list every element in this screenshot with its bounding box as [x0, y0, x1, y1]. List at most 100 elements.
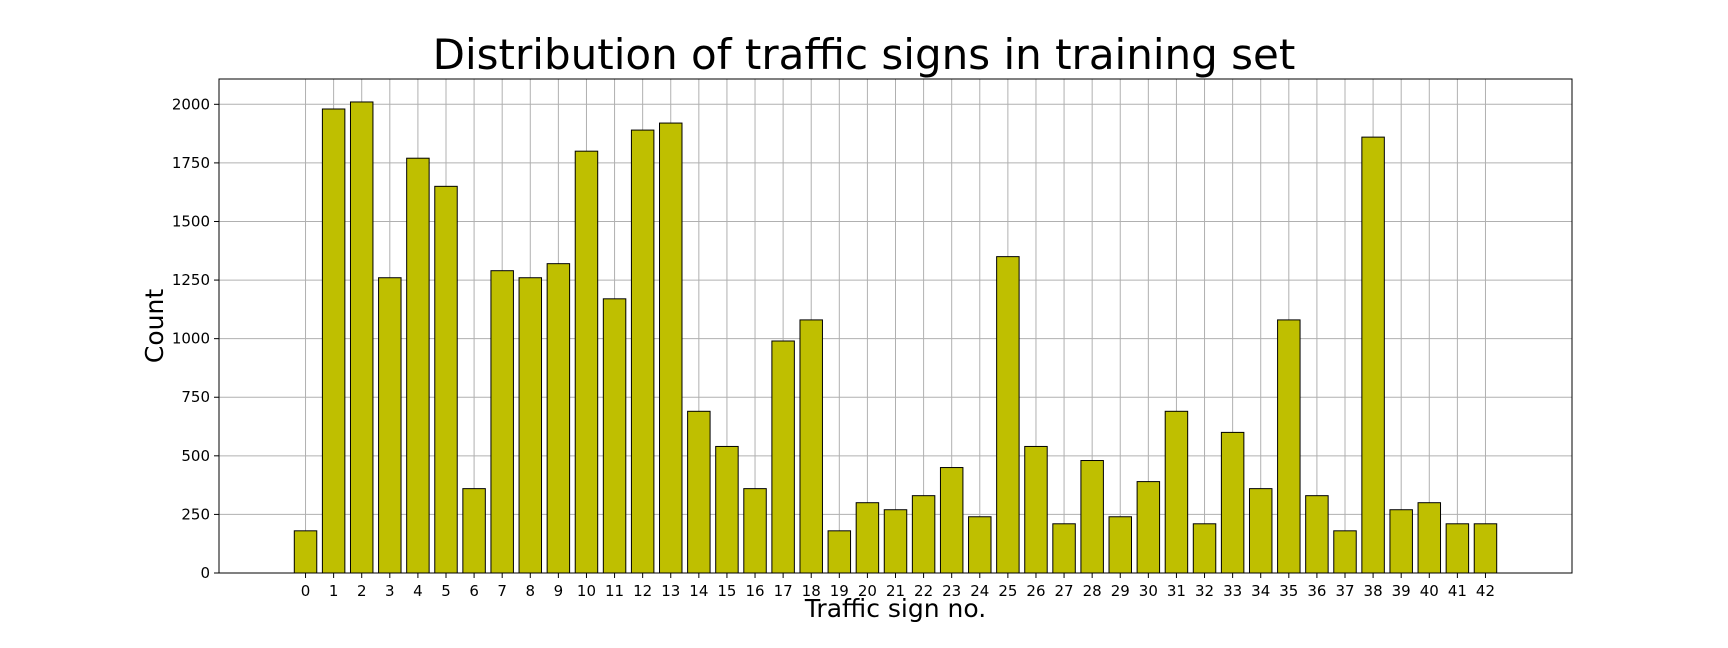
x-tick-label: 7 — [497, 582, 507, 600]
bar-4 — [406, 157, 430, 574]
bar-13 — [659, 122, 683, 574]
x-tick-label: 39 — [1392, 582, 1411, 600]
bar-17 — [771, 340, 795, 574]
bar-15 — [715, 445, 739, 574]
x-tick-label: 15 — [717, 582, 736, 600]
y-tick-label: 1750 — [172, 154, 210, 172]
x-tick-label: 35 — [1279, 582, 1298, 600]
bar-38 — [1361, 136, 1385, 574]
bar-30 — [1136, 481, 1161, 574]
x-tick-label: 18 — [802, 582, 821, 600]
x-tick-label: 12 — [633, 582, 652, 600]
bar-33 — [1220, 431, 1245, 574]
x-tick-label: 30 — [1139, 582, 1158, 600]
bar-32 — [1192, 523, 1217, 574]
x-tick-label: 38 — [1364, 582, 1383, 600]
x-tick-label: 21 — [886, 582, 905, 600]
x-tick-label: 25 — [998, 582, 1017, 600]
y-tick-label: 1250 — [172, 271, 210, 289]
y-tick-label: 250 — [181, 505, 210, 523]
bar-5 — [434, 185, 458, 574]
x-tick-label: 9 — [554, 582, 564, 600]
x-tick-label: 24 — [970, 582, 989, 600]
x-tick-label: 29 — [1111, 582, 1130, 600]
bar-27 — [1052, 523, 1076, 574]
x-tick-label: 27 — [1055, 582, 1074, 600]
y-tick-label: 750 — [181, 388, 210, 406]
x-tick-label: 31 — [1167, 582, 1186, 600]
bar-25 — [996, 256, 1020, 574]
bar-2 — [349, 101, 374, 574]
bar-37 — [1333, 530, 1357, 574]
x-tick-label: 2 — [357, 582, 367, 600]
x-tick-label: 40 — [1420, 582, 1439, 600]
y-axis-label: Count — [140, 289, 169, 363]
bar-1 — [321, 108, 346, 574]
x-tick-label: 17 — [774, 582, 793, 600]
x-tick-label: 22 — [914, 582, 933, 600]
bar-22 — [911, 495, 936, 574]
x-axis-label: Traffic sign no. — [804, 594, 986, 623]
y-tick-label: 1000 — [172, 330, 210, 348]
x-tick-label: 32 — [1195, 582, 1214, 600]
bar-34 — [1248, 488, 1273, 574]
bar-3 — [378, 277, 402, 574]
x-tick-label: 33 — [1223, 582, 1242, 600]
x-tick-label: 20 — [858, 582, 877, 600]
bar-35 — [1277, 319, 1301, 574]
y-tick-label: 1500 — [172, 212, 210, 230]
x-tick-label: 3 — [385, 582, 395, 600]
x-tick-label: 37 — [1335, 582, 1354, 600]
y-tick-label: 0 — [200, 564, 210, 582]
x-tick-label: 1 — [329, 582, 339, 600]
bar-7 — [490, 270, 514, 574]
bar-0 — [293, 530, 318, 574]
x-ticks: 0 1 2 3 4 5 6 7 8 9 10 11 12 13 14 15 16 17 18 19 20 21 22 23 24… — [301, 573, 1495, 600]
x-tick-label: 36 — [1307, 582, 1326, 600]
bar-11 — [602, 298, 627, 574]
bar-10 — [574, 150, 599, 574]
chart-title: Distribution of traffic signs in trainin… — [432, 30, 1296, 79]
bar-39 — [1389, 509, 1413, 574]
bar-8 — [518, 277, 543, 574]
bar-31 — [1164, 410, 1189, 574]
x-tick-label: 13 — [661, 582, 680, 600]
x-tick-label: 4 — [413, 582, 423, 600]
x-tick-label: 16 — [745, 582, 764, 600]
bar-36 — [1305, 495, 1329, 574]
x-tick-label: 5 — [441, 582, 451, 600]
x-tick-label: 6 — [469, 582, 479, 600]
y-tick-label: 500 — [181, 447, 210, 465]
bar-18 — [799, 319, 823, 574]
bar-28 — [1080, 460, 1104, 574]
bar-24 — [968, 516, 992, 574]
bar-9 — [546, 263, 571, 574]
x-tick-label: 10 — [577, 582, 596, 600]
x-tick-label: 34 — [1251, 582, 1270, 600]
bar-26 — [1024, 445, 1048, 574]
bar-21 — [883, 509, 908, 574]
x-tick-label: 14 — [689, 582, 708, 600]
x-tick-label: 23 — [942, 582, 961, 600]
bar-41 — [1445, 523, 1470, 574]
x-tick-label: 19 — [830, 582, 849, 600]
x-tick-label: 8 — [526, 582, 536, 600]
bar-29 — [1108, 516, 1132, 574]
bar-14 — [687, 410, 711, 574]
y-tick-label: 2000 — [172, 95, 210, 113]
bar-12 — [630, 129, 655, 574]
bar-16 — [743, 488, 767, 574]
bar-42 — [1473, 523, 1498, 574]
x-tick-label: 11 — [605, 582, 624, 600]
x-tick-label: 0 — [301, 582, 311, 600]
x-tick-label: 41 — [1448, 582, 1467, 600]
x-tick-label: 26 — [1026, 582, 1045, 600]
bar-6 — [462, 488, 486, 574]
bar-40 — [1417, 502, 1442, 574]
bar-20 — [855, 502, 880, 574]
bar-19 — [827, 530, 852, 574]
bar-23 — [939, 467, 964, 574]
y-ticks: 0 250 500 750 1000 1250 1500 1750 2000 — [172, 95, 219, 582]
x-tick-label: 28 — [1083, 582, 1102, 600]
